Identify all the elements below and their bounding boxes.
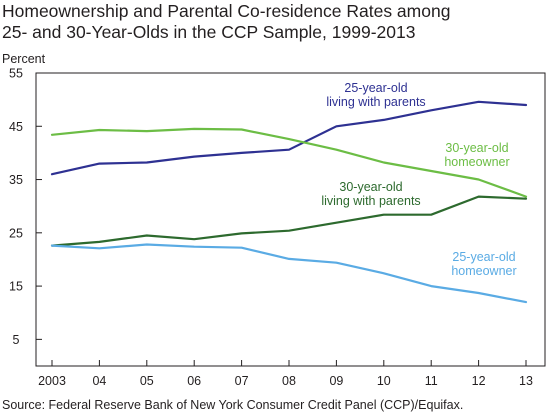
x-tick-label: 10	[377, 374, 391, 388]
y-axis-unit-label: Percent	[2, 52, 46, 66]
x-tick-label: 07	[235, 374, 249, 388]
x-tick-label: 04	[92, 374, 106, 388]
y-tick-label: 25	[9, 226, 23, 240]
x-tick-label: 05	[140, 374, 154, 388]
y-tick-label: 45	[9, 120, 23, 134]
x-tick-label: 11	[425, 374, 438, 388]
series-line-30yo-homeowner	[50, 127, 528, 198]
series-label-30yo-homeowner: 30-year-old homeowner	[444, 141, 509, 169]
y-tick-label: 5	[13, 333, 20, 347]
x-tick-label: 08	[282, 374, 296, 388]
series-label-30yo-living-with-parents: 30-year-old living with parents	[321, 180, 420, 208]
chart-title-line-2: 25- and 30-Year-Olds in the CCP Sample, …	[2, 22, 416, 42]
series-line-25yo-living-with-parents	[50, 100, 528, 176]
x-tick-label: 2003	[38, 374, 66, 388]
y-tick-label: 15	[9, 280, 23, 294]
x-tick-label: 13	[519, 374, 533, 388]
source-note: Source: Federal Reserve Bank of New York…	[2, 398, 464, 412]
plot-frame	[35, 72, 546, 367]
x-tick-label: 09	[329, 374, 343, 388]
y-tick-label: 55	[9, 67, 23, 81]
series-line-30yo-living-with-parents	[50, 195, 528, 247]
y-tick-label: 35	[9, 173, 23, 187]
x-tick-label: 12	[472, 374, 486, 388]
series-label-25yo-living-with-parents: 25-year-old living with parents	[326, 81, 425, 109]
x-tick-label: 06	[187, 374, 201, 388]
chart-title-line-1: Homeownership and Parental Co-residence …	[2, 1, 451, 21]
series-line-25yo-homeowner	[50, 243, 528, 304]
series-label-25yo-homeowner: 25-year-old homeowner	[451, 250, 516, 278]
chart-title: Homeownership and Parental Co-residence …	[2, 1, 557, 43]
